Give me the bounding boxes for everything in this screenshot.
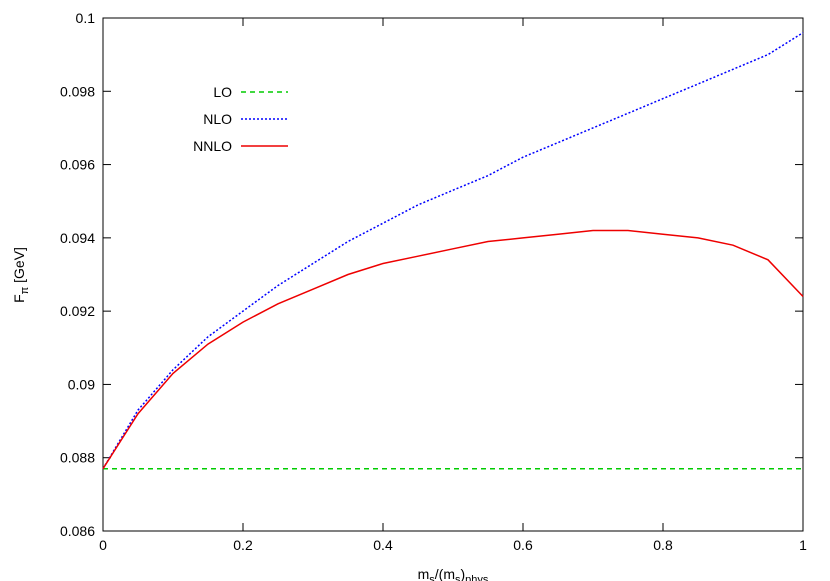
axis-ticks: 0 0.2 0.4 0.6 0.8 1 0.086 0.088 0.09 0.092 0.094 0.… bbox=[60, 10, 807, 553]
series-line-nlo bbox=[102, 32, 804, 470]
y-tick-label: 0.1 bbox=[76, 10, 96, 26]
y-tick-label: 0.086 bbox=[60, 523, 95, 539]
y-tick-label: 0.092 bbox=[60, 303, 95, 319]
x-tick-label: 0.2 bbox=[233, 537, 253, 553]
legend: LO NLO NNLO bbox=[193, 84, 288, 154]
x-tick-label: 1 bbox=[799, 537, 807, 553]
legend-label-lo: LO bbox=[213, 84, 232, 100]
y-tick-label: 0.096 bbox=[60, 157, 95, 173]
y-tick-label: 0.088 bbox=[60, 450, 95, 466]
series-line-nnlo bbox=[102, 229, 804, 470]
x-tick-label: 0 bbox=[99, 537, 107, 553]
legend-label-nlo: NLO bbox=[203, 111, 232, 127]
x-tick-label: 0.8 bbox=[653, 537, 673, 553]
y-tick-label: 0.094 bbox=[60, 230, 95, 246]
y-tick-label: 0.098 bbox=[60, 83, 95, 99]
x-tick-label: 0.6 bbox=[513, 537, 533, 553]
plot-frame bbox=[102, 17, 804, 532]
x-tick-label: 0.4 bbox=[373, 537, 393, 553]
legend-label-nnlo: NNLO bbox=[193, 138, 232, 154]
y-axis-title: Fπ [GeV] bbox=[11, 247, 31, 303]
x-axis-title: ms/(ms)phys bbox=[418, 566, 489, 581]
series-layer bbox=[102, 32, 804, 470]
y-tick-label: 0.09 bbox=[68, 376, 95, 392]
